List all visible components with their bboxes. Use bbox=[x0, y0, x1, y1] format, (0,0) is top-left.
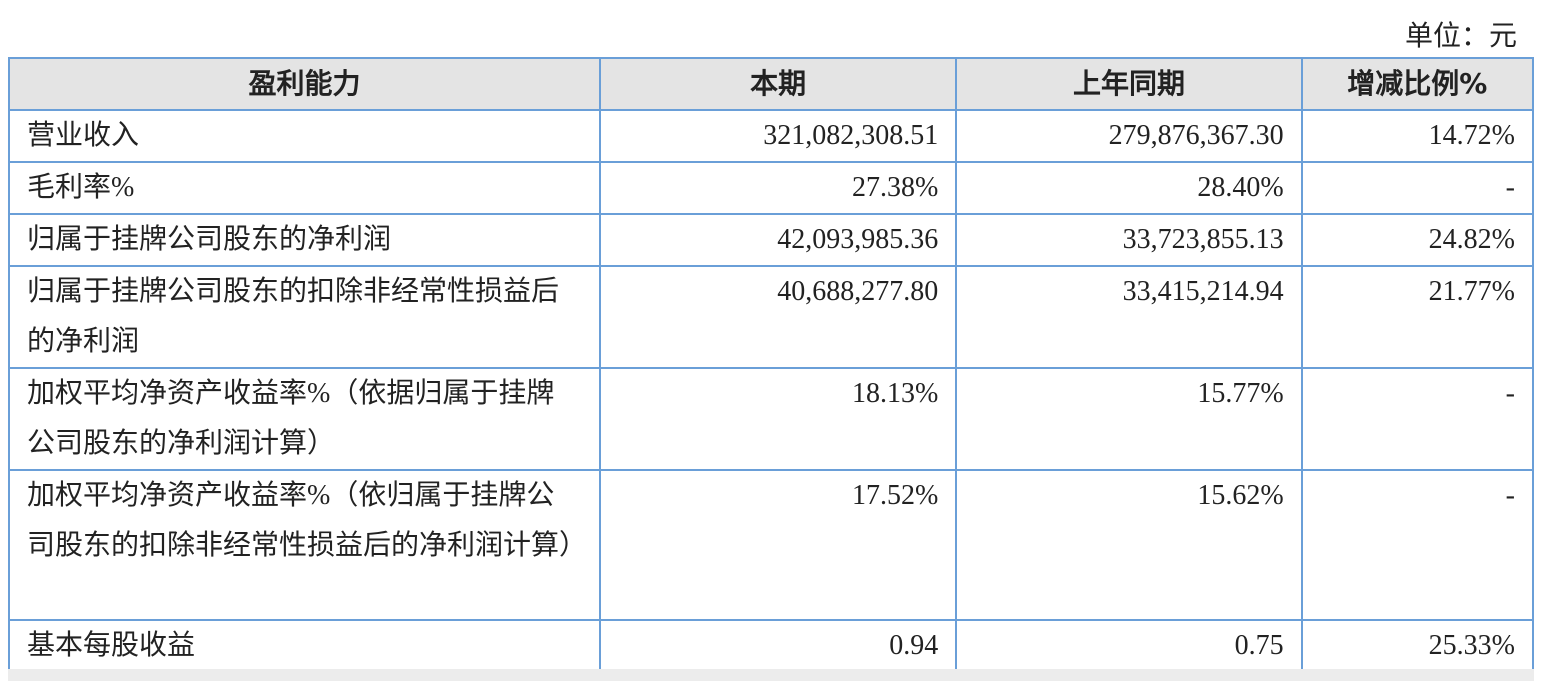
row-label: 营业收入 bbox=[8, 109, 601, 163]
next-row-edge bbox=[8, 669, 1534, 681]
current-value: 40,688,277.80 bbox=[598, 265, 958, 369]
unit-label: 单位：元 bbox=[1404, 21, 1517, 52]
previous-value: 15.77% bbox=[955, 367, 1303, 471]
change-value: 25.33% bbox=[1300, 619, 1535, 673]
header-current-period: 本期 bbox=[598, 57, 958, 111]
change-value: 24.82% bbox=[1300, 213, 1535, 267]
previous-value: 28.40% bbox=[955, 161, 1303, 215]
header-prior-period: 上年同期 bbox=[955, 57, 1303, 111]
table-row: 毛利率% 27.38% 28.40% - bbox=[8, 161, 1535, 215]
change-value: - bbox=[1300, 469, 1535, 621]
current-value: 321,082,308.51 bbox=[598, 109, 958, 163]
header-profitability: 盈利能力 bbox=[8, 57, 601, 111]
row-label: 基本每股收益 bbox=[8, 619, 601, 673]
previous-value: 0.75 bbox=[955, 619, 1303, 673]
change-value: - bbox=[1300, 161, 1535, 215]
current-value: 27.38% bbox=[598, 161, 958, 215]
table-row: 加权平均净资产收益率%（依归属于挂牌公司股东的扣除非经常性损益后的净利润计算） … bbox=[8, 469, 1535, 621]
current-value: 0.94 bbox=[598, 619, 958, 673]
table-row: 营业收入 321,082,308.51 279,876,367.30 14.72… bbox=[8, 109, 1535, 163]
table-row: 归属于挂牌公司股东的净利润 42,093,985.36 33,723,855.1… bbox=[8, 213, 1535, 267]
previous-value: 15.62% bbox=[955, 469, 1303, 621]
row-label: 归属于挂牌公司股东的净利润 bbox=[8, 213, 601, 267]
table-row: 加权平均净资产收益率%（依据归属于挂牌公司股东的净利润计算） 18.13% 15… bbox=[8, 367, 1535, 471]
table-row: 基本每股收益 0.94 0.75 25.33% bbox=[8, 619, 1535, 673]
change-value: 21.77% bbox=[1300, 265, 1535, 369]
current-value: 18.13% bbox=[598, 367, 958, 471]
current-value: 17.52% bbox=[598, 469, 958, 621]
profitability-table-continued: 加权平均净资产收益率%（依据归属于挂牌公司股东的净利润计算） 18.13% 15… bbox=[8, 367, 1535, 673]
previous-value: 33,415,214.94 bbox=[955, 265, 1303, 369]
row-label: 加权平均净资产收益率%（依据归属于挂牌公司股东的净利润计算） bbox=[8, 367, 601, 471]
row-label: 加权平均净资产收益率%（依归属于挂牌公司股东的扣除非经常性损益后的净利润计算） bbox=[8, 469, 601, 621]
table-row: 归属于挂牌公司股东的扣除非经常性损益后的净利润 40,688,277.80 33… bbox=[8, 265, 1535, 369]
row-label: 毛利率% bbox=[8, 161, 601, 215]
current-value: 42,093,985.36 bbox=[598, 213, 958, 267]
table-header-row: 盈利能力 本期 上年同期 增减比例% bbox=[8, 57, 1535, 111]
change-value: 14.72% bbox=[1300, 109, 1535, 163]
previous-value: 33,723,855.13 bbox=[955, 213, 1303, 267]
profitability-table: 盈利能力 本期 上年同期 增减比例% 营业收入 321,082,308.51 2… bbox=[8, 57, 1535, 369]
previous-value: 279,876,367.30 bbox=[955, 109, 1303, 163]
header-change-pct: 增减比例% bbox=[1300, 57, 1535, 111]
row-label: 归属于挂牌公司股东的扣除非经常性损益后的净利润 bbox=[8, 265, 601, 369]
change-value: - bbox=[1300, 367, 1535, 471]
